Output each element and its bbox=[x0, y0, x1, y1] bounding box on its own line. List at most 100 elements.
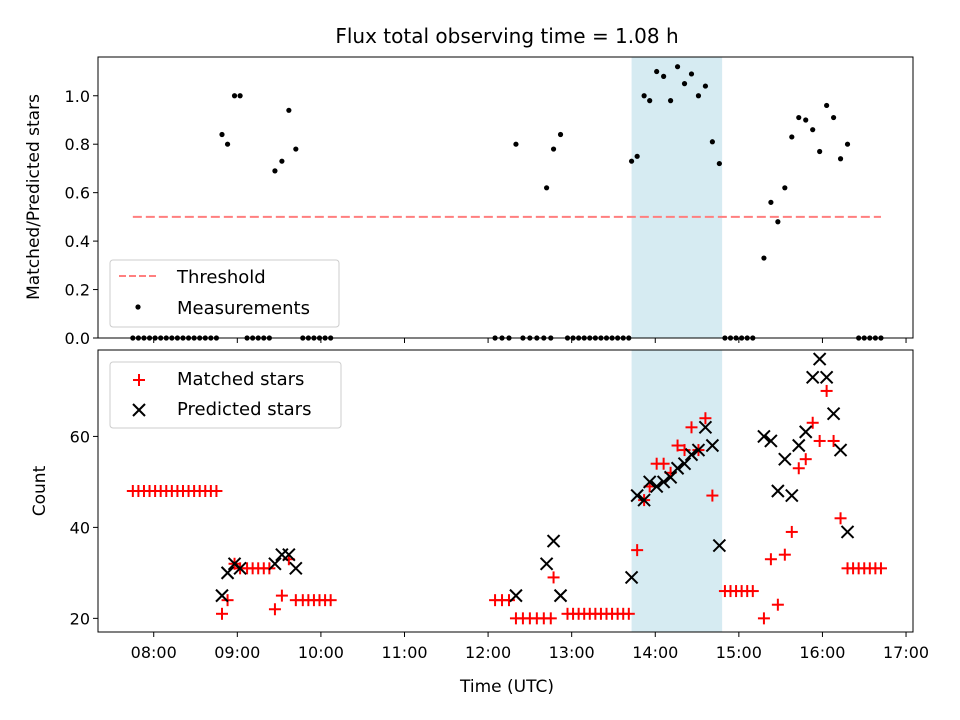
matched-star-point bbox=[547, 571, 560, 584]
matched-star-point bbox=[706, 489, 719, 502]
matched-star-point bbox=[275, 589, 288, 602]
predicted-star-point bbox=[233, 561, 247, 576]
predicted-star-point bbox=[289, 561, 303, 576]
matched-star-point bbox=[820, 384, 833, 397]
predicted-star-point bbox=[698, 420, 713, 435]
measurements-legend-swatch bbox=[135, 304, 141, 310]
predicted-star-point bbox=[833, 443, 848, 457]
measurement-point bbox=[293, 146, 299, 152]
top-highlight-span bbox=[631, 57, 723, 338]
bottom-panel: 20 40 60 08:00 09:00 10:00 11:00 12:00 13:00 14:… bbox=[30, 349, 929, 662]
legend-label-threshold: Threshold bbox=[176, 267, 266, 288]
top-plot-frame bbox=[97, 56, 914, 339]
legend-label-measurements: Measurements bbox=[177, 298, 310, 319]
matched-star-point bbox=[671, 439, 684, 452]
measurement-point bbox=[709, 139, 715, 145]
matched-star-point bbox=[685, 421, 698, 434]
predicted-star-point bbox=[275, 547, 289, 562]
measurement-point bbox=[681, 81, 688, 87]
measurement-point bbox=[810, 127, 816, 133]
bottom-y-tick-label: 60 bbox=[70, 427, 90, 446]
measurement-point bbox=[272, 168, 278, 174]
x-tick-label: 12:00 bbox=[465, 643, 511, 662]
measurement-point bbox=[768, 199, 774, 205]
predicted-star-point bbox=[819, 370, 834, 384]
measurement-point bbox=[557, 131, 564, 138]
matched-star-point bbox=[746, 585, 759, 598]
x-tick-label: 15:00 bbox=[716, 643, 762, 662]
measurement-point bbox=[667, 98, 674, 104]
predicted-star-point bbox=[509, 588, 523, 603]
predicted-star-point bbox=[649, 479, 664, 494]
measurement-point bbox=[550, 146, 557, 152]
measurement-point bbox=[279, 158, 285, 164]
measurement-point bbox=[634, 153, 640, 159]
measurement-point bbox=[716, 160, 722, 167]
top-legend: Threshold Measurements bbox=[109, 259, 340, 328]
predicted-star-point bbox=[785, 488, 799, 503]
top-panel: 0.0 0.2 0.4 0.6 0.8 1.0 Matched/Predicted sta… bbox=[24, 56, 914, 348]
matched-star-point bbox=[764, 553, 777, 566]
predicted-star-point bbox=[215, 588, 229, 603]
measurement-point bbox=[513, 141, 519, 147]
predicted-star-point bbox=[670, 461, 685, 475]
legend-label-matched-stars: Matched stars bbox=[177, 369, 304, 390]
measurement-point bbox=[641, 93, 647, 99]
measurement-point bbox=[543, 185, 550, 191]
top-y-tick-label: 0.0 bbox=[65, 329, 90, 348]
predicted-star-point bbox=[764, 434, 778, 448]
measurement-point bbox=[789, 134, 795, 140]
predicted-star-point bbox=[757, 429, 771, 444]
top-y-tick-label: 1.0 bbox=[65, 87, 90, 106]
predicted-star-point bbox=[656, 475, 671, 489]
predicted-star-point bbox=[691, 443, 706, 457]
predicted-star-point bbox=[220, 566, 235, 580]
measurement-point bbox=[286, 107, 292, 113]
predicted-star-point bbox=[546, 534, 561, 548]
x-tick-label: 10:00 bbox=[298, 643, 344, 662]
measurement-point bbox=[844, 141, 851, 147]
top-y-tick-label: 0.4 bbox=[65, 232, 90, 251]
matched-star-point bbox=[757, 612, 770, 625]
top-y-axis-label: Matched/Predicted stars bbox=[24, 94, 44, 300]
chart-title: Flux total observing time = 1.08 h bbox=[335, 24, 678, 48]
x-tick-label: 17:00 bbox=[883, 643, 929, 662]
matched-star-point bbox=[678, 444, 691, 457]
bottom-y-tick-label: 40 bbox=[70, 518, 90, 537]
measurement-point bbox=[688, 71, 695, 77]
predicted-star-point bbox=[539, 557, 554, 571]
predicted-star-point bbox=[778, 452, 792, 466]
matched-star-point bbox=[778, 548, 791, 561]
predicted-star-point bbox=[826, 406, 841, 421]
x-tick-label: 14:00 bbox=[632, 643, 678, 662]
measurement-point bbox=[803, 117, 809, 123]
predicted-star-point bbox=[624, 570, 639, 585]
measurement-point bbox=[219, 131, 225, 138]
predicted-star-point bbox=[553, 588, 568, 603]
predicted-star-point bbox=[677, 457, 692, 471]
measurement-point bbox=[628, 158, 635, 164]
matched-star-point bbox=[268, 603, 281, 616]
matched-star-point bbox=[771, 598, 784, 611]
measurement-point bbox=[224, 141, 231, 147]
measurement-point bbox=[830, 114, 837, 121]
measurement-point bbox=[647, 98, 653, 104]
matched-star-point bbox=[834, 512, 847, 525]
top-y-tick-label: 0.8 bbox=[65, 135, 90, 154]
matched-star-point bbox=[657, 457, 670, 470]
matched-star-point bbox=[813, 434, 826, 447]
predicted-star-point bbox=[630, 488, 644, 503]
matched-star-point bbox=[544, 612, 557, 625]
measurement-point bbox=[837, 156, 844, 162]
measurement-point bbox=[674, 64, 681, 70]
bottom-plot-frame bbox=[97, 349, 914, 633]
predicted-star-point bbox=[840, 525, 855, 539]
bottom-legend: Matched stars Predicted stars bbox=[109, 361, 342, 429]
bottom-y-axis-label: Count bbox=[30, 465, 50, 516]
matched-star-point bbox=[792, 462, 805, 475]
top-y-tick-label: 0.6 bbox=[65, 184, 90, 203]
predicted-star-point bbox=[812, 352, 827, 366]
measurement-point bbox=[782, 185, 788, 191]
predicted-star-point bbox=[771, 484, 785, 498]
